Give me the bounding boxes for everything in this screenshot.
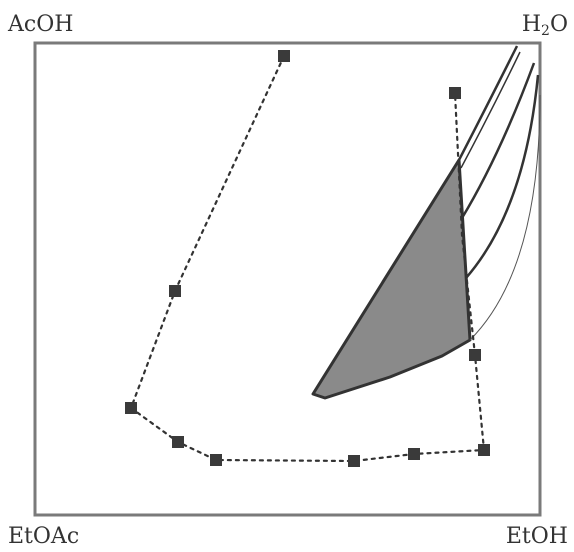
marker — [469, 349, 481, 361]
boundary-curve-4 — [465, 74, 540, 279]
marker — [172, 436, 184, 448]
diagram-frame — [33, 41, 542, 517]
boundary-curve-3 — [460, 62, 536, 219]
shaded-region — [311, 158, 472, 400]
boundary-curve-1 — [457, 45, 519, 161]
label-etoac: EtOAc — [8, 524, 80, 549]
dotted-curve — [129, 54, 486, 463]
boundary-curve-2 — [460, 51, 521, 169]
marker — [210, 454, 222, 466]
marker — [169, 285, 181, 297]
label-h2o-base: H — [521, 12, 542, 37]
label-h2o: H2O — [521, 12, 568, 39]
label-acoh: AcOH — [8, 12, 74, 37]
label-h2o-subscript: 2 — [541, 23, 550, 39]
marker — [125, 402, 137, 414]
marker — [408, 448, 420, 460]
marker — [348, 455, 360, 467]
marker — [278, 50, 290, 62]
label-h2o-tail: O — [549, 12, 568, 37]
marker — [478, 444, 490, 456]
label-etoh: EtOH — [505, 524, 568, 549]
marker — [449, 87, 461, 99]
boundary-curve-5 — [469, 94, 541, 341]
